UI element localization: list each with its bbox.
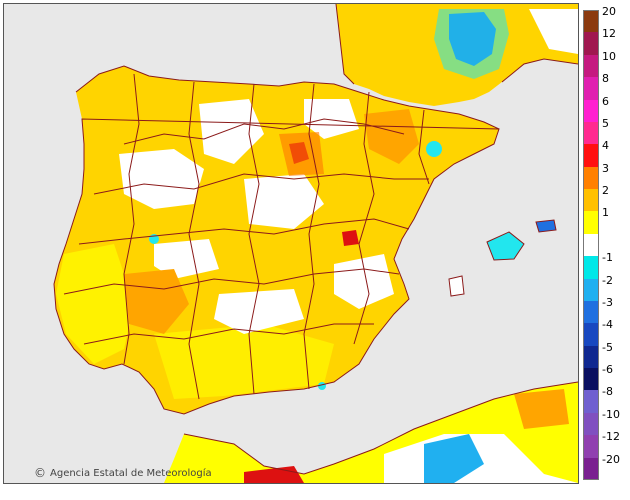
legend-tick-label: -5 — [602, 340, 613, 354]
orange-hotspot-north — [279, 132, 324, 176]
balearic-menorca — [536, 220, 556, 232]
yellow-patch-south — [154, 324, 334, 399]
legend-swatch — [583, 412, 599, 436]
france-white-patch — [529, 9, 578, 54]
white-patch-1 — [119, 149, 204, 209]
legend-tick-label: 12 — [602, 27, 616, 41]
white-patch-5 — [304, 99, 359, 139]
legend-tick-label: -6 — [602, 363, 613, 377]
france-coast — [335, 4, 578, 85]
cyan-spot-south — [318, 382, 326, 390]
white-patch-7 — [154, 239, 219, 279]
legend-swatch — [583, 144, 599, 168]
legend-tick-label: -1 — [602, 251, 613, 265]
province-borders — [53, 65, 578, 475]
legend-tick-label: -12 — [602, 430, 620, 444]
legend-swatch — [583, 278, 599, 302]
credit-text: Agencia Estatal de Meteorología — [50, 468, 212, 479]
africa-red-spot — [244, 466, 304, 483]
legend-swatch — [583, 54, 599, 78]
white-patch-2 — [199, 99, 264, 164]
legend-tick-label: 8 — [602, 72, 609, 86]
legend-swatch — [583, 368, 599, 391]
anomaly-map: © Agencia Estatal de Meteorología — [3, 3, 579, 484]
legend-tick-label: -4 — [602, 318, 613, 332]
legend-swatch — [583, 211, 599, 235]
white-patch-6 — [334, 254, 394, 309]
legend-tick-label: 3 — [602, 161, 609, 175]
color-legend: 20 12 10 8 6 5 4 3 2 1 -1 -2 -3 -4 -5 -6 -8 -10 -12 -20 — [583, 6, 629, 481]
legend-swatch — [583, 233, 599, 257]
balearic-mallorca — [487, 232, 524, 260]
legend-tick-label: 1 — [602, 206, 609, 220]
africa-blue-anomaly — [424, 434, 484, 483]
legend-swatch — [583, 189, 599, 212]
legend-tick-label: 20 — [602, 5, 616, 18]
legend-swatch — [583, 435, 599, 459]
legend-tick-label: -10 — [602, 407, 620, 421]
legend-swatch — [583, 10, 599, 33]
white-patch-4 — [214, 289, 304, 334]
cyan-spot-catalonia — [426, 141, 442, 157]
legend-swatch — [583, 121, 599, 145]
france-cyan-anomaly — [434, 9, 509, 79]
legend-tick-label: 10 — [602, 49, 616, 63]
legend-tick-label: -2 — [602, 273, 613, 287]
orange-hotspot-ebro — [364, 109, 419, 164]
legend-swatch — [583, 457, 599, 481]
legend-swatch — [583, 32, 599, 56]
legend-tick-label: 2 — [602, 184, 609, 198]
legend-swatch — [583, 345, 599, 369]
balearic-ibiza — [449, 276, 464, 296]
credit-symbol: © — [34, 466, 46, 480]
legend-tick-label: -20 — [602, 452, 620, 466]
red-hotspot-east — [342, 230, 359, 246]
legend-tick-label: -3 — [602, 295, 613, 309]
legend-swatch — [583, 390, 599, 414]
legend-swatch — [583, 99, 599, 123]
africa-orange-patch — [514, 389, 569, 429]
map-canvas — [4, 4, 578, 483]
legend-swatch — [583, 77, 599, 101]
legend-tick-label: 4 — [602, 139, 609, 153]
white-patch-3 — [244, 174, 324, 229]
legend-swatch — [583, 323, 599, 347]
legend-tick-label: -8 — [602, 385, 613, 399]
legend-swatch — [583, 166, 599, 190]
legend-tick-label: 5 — [602, 116, 609, 130]
legend-tick-label: 6 — [602, 94, 609, 108]
yellow-patch-west — [56, 244, 134, 364]
legend-swatch — [583, 256, 599, 280]
legend-swatch — [583, 300, 599, 324]
orange-hotspot-west — [124, 269, 189, 334]
